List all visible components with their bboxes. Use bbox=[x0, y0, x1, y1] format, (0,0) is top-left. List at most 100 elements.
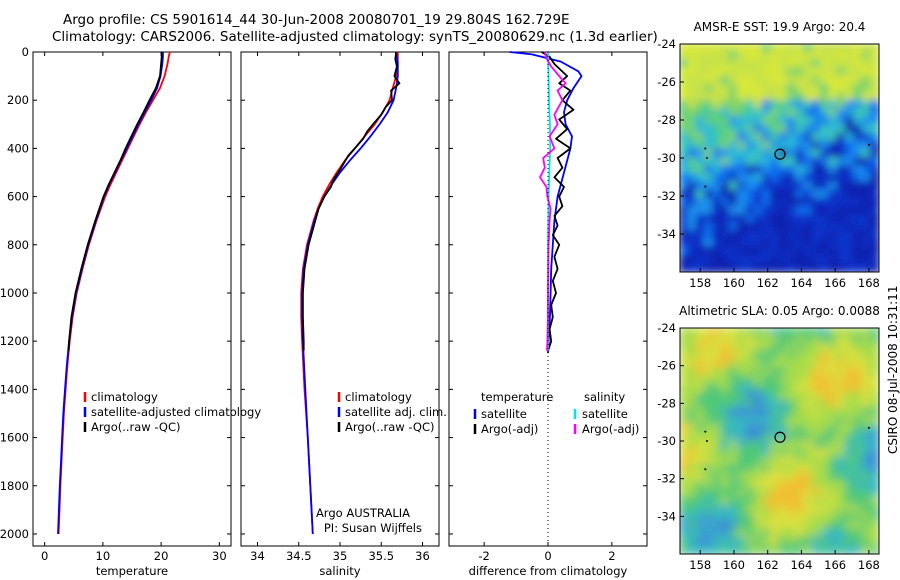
sst_map-cell bbox=[720, 140, 731, 151]
sst_map-cell bbox=[770, 100, 781, 111]
sla_map-cell bbox=[720, 343, 731, 354]
sla_map-cell bbox=[712, 440, 723, 451]
sla_map-cell bbox=[803, 351, 814, 362]
sla_map-cell bbox=[720, 367, 731, 378]
sst_map-cell bbox=[786, 254, 798, 265]
sst_map-cell bbox=[728, 51, 740, 62]
sst_map-cell bbox=[861, 173, 872, 184]
sla_map-cell bbox=[861, 456, 872, 467]
sst_map-cell bbox=[703, 132, 715, 143]
sla_map-cell bbox=[695, 536, 706, 547]
sla_map-cell bbox=[680, 351, 690, 362]
sla_map-cell bbox=[828, 399, 839, 410]
sla_map-cell bbox=[695, 367, 706, 378]
sla_map-cell bbox=[844, 407, 856, 418]
sla_map-cell bbox=[728, 367, 740, 378]
sst_map-cell bbox=[680, 83, 690, 94]
salinity-series-line bbox=[300, 52, 399, 535]
sla_map-cell bbox=[761, 407, 773, 418]
salinity-xtick-label: 35 bbox=[333, 549, 348, 563]
sla_map-cell bbox=[695, 520, 706, 531]
sla_map-cell bbox=[728, 504, 740, 515]
sla_map-cell bbox=[720, 488, 731, 499]
figure-title-line1: Argo profile: CS 5901614_44 30-Jun-2008 … bbox=[63, 12, 570, 28]
sst_map-cell bbox=[786, 189, 798, 200]
sla_map-cell bbox=[753, 496, 764, 507]
sla_map-cell bbox=[786, 375, 798, 386]
sla_map-cell bbox=[728, 383, 740, 394]
sst_map-cell bbox=[819, 238, 831, 249]
sla_map-cell bbox=[703, 391, 715, 402]
sla_map-cell bbox=[680, 512, 690, 523]
difference-xtick-label: -2 bbox=[478, 549, 489, 563]
sla_map-cell bbox=[869, 448, 879, 459]
sst_map-cell bbox=[687, 148, 698, 159]
sst_map-cell bbox=[786, 83, 798, 94]
sst_map-cell bbox=[803, 238, 814, 249]
sla_map-cell bbox=[836, 407, 847, 418]
sst_map-cell bbox=[695, 254, 706, 265]
sst_map-cell bbox=[828, 197, 839, 208]
salinity-xtick-label: 34 bbox=[250, 549, 265, 563]
sla_map-cell bbox=[795, 415, 806, 426]
sla_map-cell bbox=[737, 399, 748, 410]
sla_map-cell bbox=[844, 464, 856, 475]
sst_map-cell bbox=[786, 44, 798, 54]
sst_map-cell bbox=[728, 67, 740, 78]
sst_map-cell bbox=[770, 238, 781, 249]
sla_map-cell bbox=[853, 488, 864, 499]
sla_map-cell bbox=[819, 440, 831, 451]
sst_map-cell bbox=[861, 165, 872, 176]
sla_map-cell bbox=[737, 496, 748, 507]
sla_map-cell bbox=[720, 415, 731, 426]
sla_map-cell bbox=[728, 391, 740, 402]
sla_map-cell bbox=[861, 359, 872, 370]
sla_map-cell bbox=[869, 335, 879, 346]
sst_map-cell bbox=[770, 124, 781, 135]
sst_map-field-group bbox=[680, 44, 879, 272]
sla_map-cell bbox=[795, 351, 806, 362]
sla_map-cell bbox=[853, 399, 864, 410]
sst_map-cell bbox=[680, 222, 690, 233]
sla_map-cell bbox=[869, 480, 879, 491]
sst_map-cell bbox=[836, 44, 847, 54]
sst_map-cell bbox=[861, 254, 872, 265]
sst_map-cell bbox=[844, 246, 856, 257]
sst_map-cell bbox=[811, 148, 822, 159]
sla_map-cell bbox=[728, 456, 740, 467]
sst_map-cell bbox=[728, 132, 740, 143]
sla_map-cell bbox=[778, 448, 789, 459]
sla_map-cell bbox=[753, 399, 764, 410]
sst_map-cell bbox=[687, 173, 698, 184]
sla_map-cell bbox=[786, 520, 798, 531]
sla_map-cell bbox=[745, 328, 756, 338]
sst_map-cell bbox=[687, 100, 698, 111]
sst_map-cell bbox=[761, 91, 773, 102]
sla_map-cell bbox=[687, 391, 698, 402]
sst_map-cell bbox=[728, 148, 740, 159]
sst_map-cell bbox=[819, 262, 831, 272]
sla_map-cell bbox=[819, 335, 831, 346]
sla_map-cell bbox=[819, 464, 831, 475]
sla_map-cell bbox=[861, 399, 872, 410]
sla_map-cell bbox=[861, 351, 872, 362]
sst_map-cell bbox=[869, 197, 879, 208]
sst_map-cell bbox=[811, 181, 822, 192]
sst_map-title: AMSR-E SST: 19.9 Argo: 20.4 bbox=[694, 20, 866, 34]
sla_map-cell bbox=[728, 407, 740, 418]
sla_map-cell bbox=[811, 335, 822, 346]
sst_map-cell bbox=[737, 189, 748, 200]
sst_map-cell bbox=[819, 132, 831, 143]
sla_map-cell bbox=[712, 536, 723, 547]
sla_map-cell bbox=[737, 367, 748, 378]
sla_map-cell bbox=[753, 544, 764, 554]
sst_map-cell bbox=[811, 75, 822, 86]
sst_map-cell bbox=[703, 67, 715, 78]
sla_map-cell bbox=[786, 496, 798, 507]
sla_map-cell bbox=[853, 504, 864, 515]
sst_map-cell bbox=[753, 100, 764, 111]
sst_map-cell bbox=[795, 222, 806, 233]
sla_map-cell bbox=[703, 528, 715, 539]
sst_map-cell bbox=[737, 230, 748, 241]
sst_map-cell bbox=[737, 140, 748, 151]
